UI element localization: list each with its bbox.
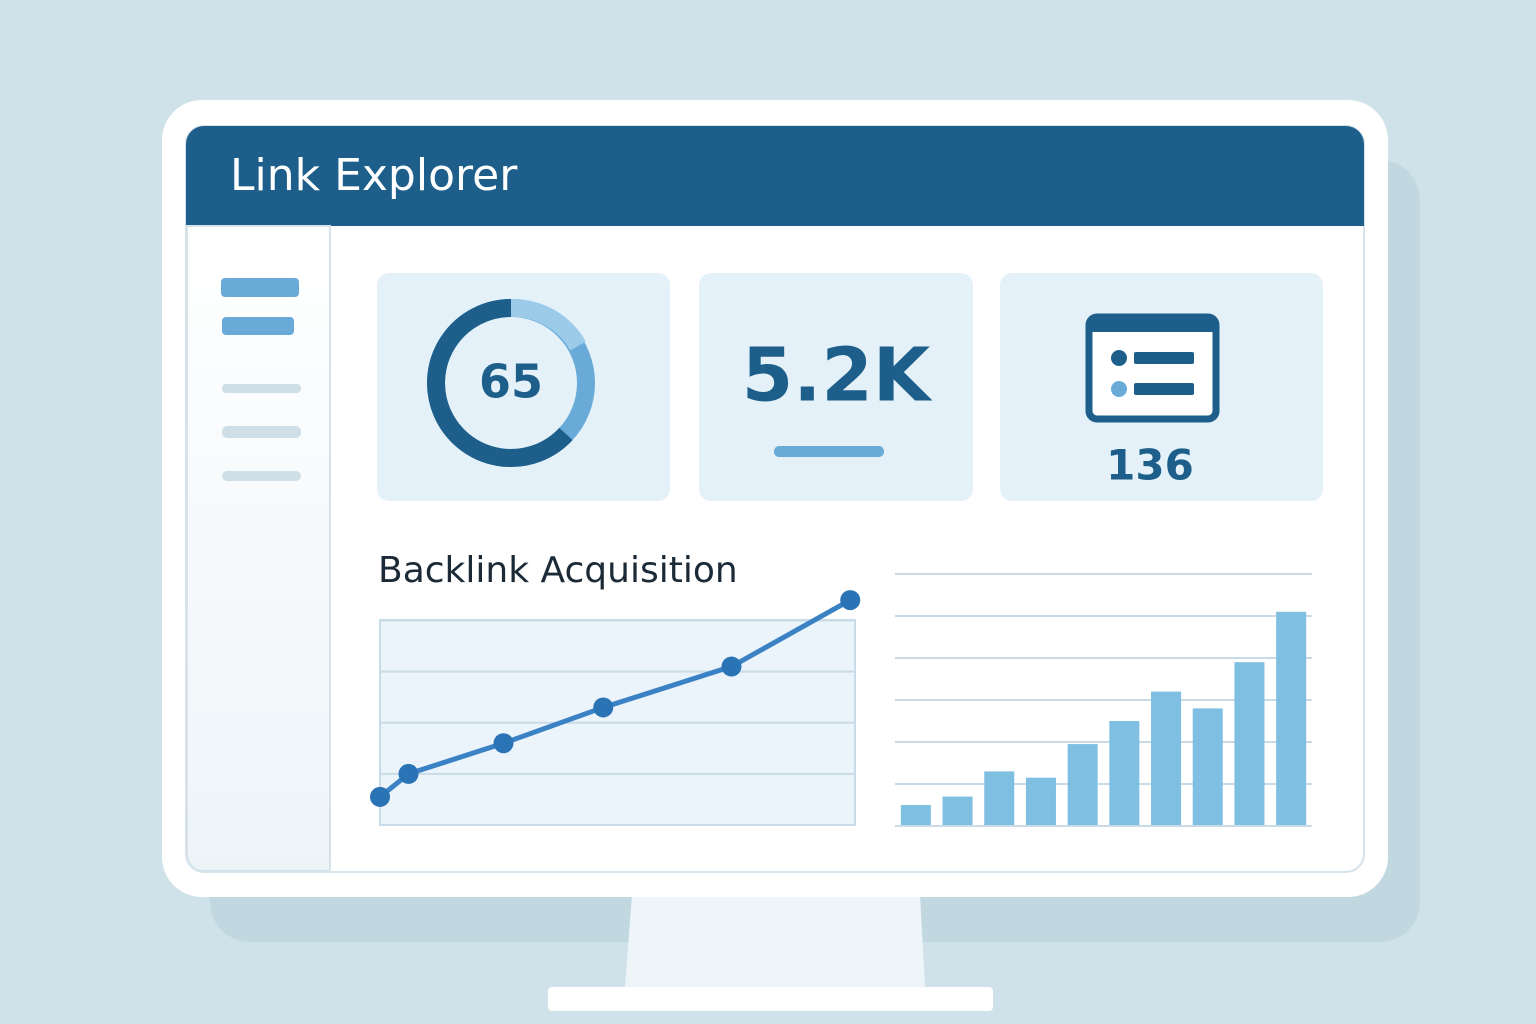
bar: [1109, 721, 1140, 826]
links-value: 5.2K: [742, 333, 933, 419]
sidebar-item[interactable]: [222, 317, 294, 335]
point: [840, 590, 861, 611]
monitor-stand: [625, 895, 925, 987]
header-bar: [186, 126, 1364, 226]
monitor-base: [548, 987, 993, 1011]
list-icon-dot: [1111, 350, 1127, 366]
domains-value: 136: [1106, 441, 1194, 490]
list-icon-bar: [1089, 317, 1216, 332]
bar: [900, 805, 931, 826]
point: [493, 733, 514, 754]
app-title: Link Explorer: [230, 150, 518, 201]
bar: [1151, 691, 1182, 826]
list-icon: [1085, 313, 1220, 423]
bar: [984, 771, 1015, 826]
bar: [942, 796, 973, 826]
score-value: 65: [479, 355, 543, 409]
list-icon-line: [1134, 352, 1194, 364]
links-card: [699, 273, 973, 501]
donut-segment: [427, 299, 573, 467]
sidebar-item[interactable]: [221, 278, 299, 297]
point: [398, 763, 419, 784]
sidebar-item[interactable]: [222, 384, 301, 393]
point: [721, 656, 742, 677]
sidebar-item[interactable]: [222, 471, 301, 481]
donut-segment: [510, 299, 586, 351]
list-icon-line: [1134, 383, 1194, 395]
sidebar-item[interactable]: [222, 426, 301, 438]
chart-title: Backlink Acquisition: [378, 550, 738, 591]
bar: [1192, 708, 1223, 826]
card-underline: [774, 446, 884, 457]
point: [593, 697, 614, 718]
bar: [1276, 611, 1307, 826]
bar: [1234, 662, 1265, 826]
bar: [1067, 744, 1098, 826]
point: [370, 786, 390, 807]
list-icon-dot: [1111, 381, 1127, 397]
bar: [1025, 777, 1056, 826]
